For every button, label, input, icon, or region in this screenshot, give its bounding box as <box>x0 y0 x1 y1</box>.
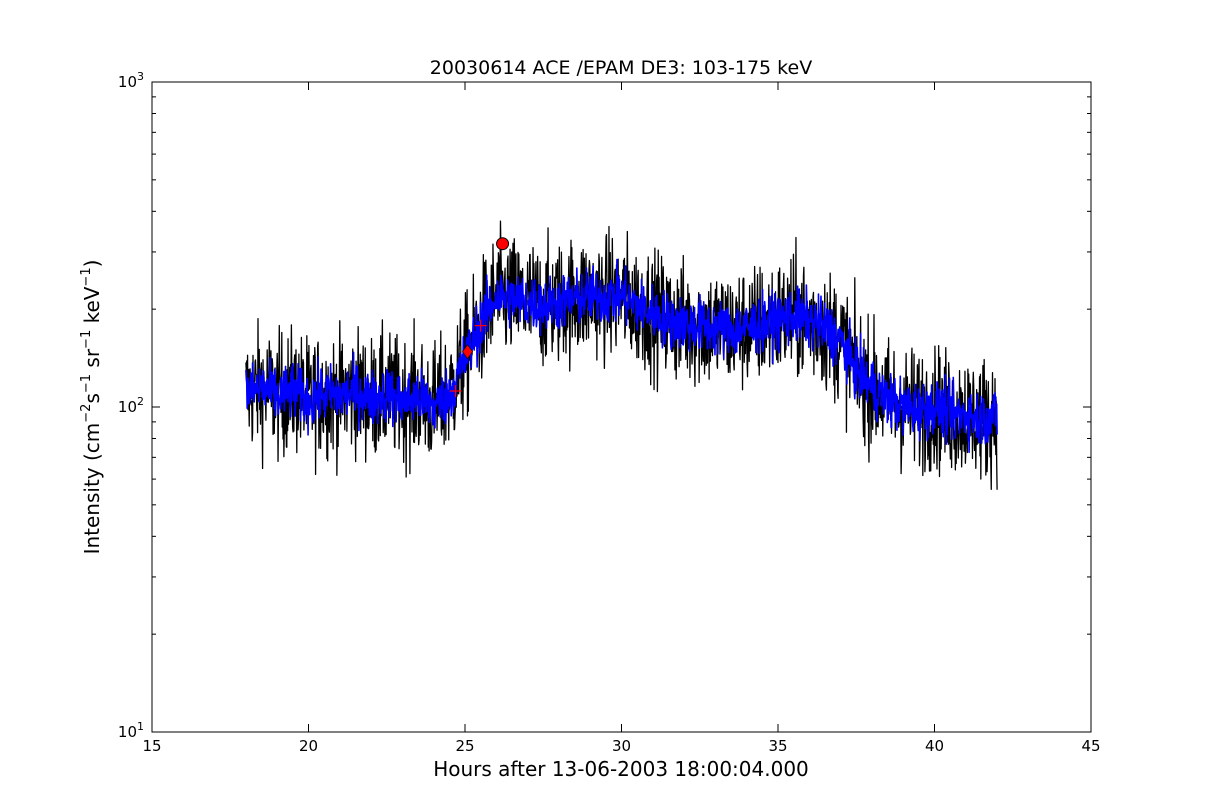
x-tick-label: 30 <box>612 737 631 755</box>
marker-layer <box>449 237 510 398</box>
x-axis: 15 20 25 30 35 40 45 <box>142 82 1101 755</box>
plot-data <box>245 220 998 491</box>
marker-plus-1 <box>449 385 462 398</box>
x-axis-label: Hours after 13-06-2003 18:00:04.000 <box>433 757 809 781</box>
chart-title: 20030614 ACE /EPAM DE3: 103-175 keV <box>430 57 812 79</box>
x-tick-label: 15 <box>142 737 161 755</box>
y-label-exp3: −1 <box>79 330 94 349</box>
x-tick-label: 35 <box>768 737 787 755</box>
y-label-suffix: ) <box>80 260 104 268</box>
x-tick-label: 40 <box>925 737 944 755</box>
y-axis: 101 102 103 <box>118 70 1091 741</box>
y-label-kev: keV <box>80 286 104 330</box>
y-tick-label: 101 <box>118 720 144 741</box>
y-tick-label: 102 <box>118 395 144 416</box>
x-tick-label: 45 <box>1081 737 1100 755</box>
y-tick-label: 103 <box>118 70 144 91</box>
onset-marker-diamond <box>462 344 473 360</box>
y-label-s: s <box>80 393 104 403</box>
y-axis-label: Intensity (cm−2s−1 sr−1 keV−1) <box>79 260 104 555</box>
series-line-2 <box>245 258 998 454</box>
x-tick-label: 25 <box>455 737 474 755</box>
x-tick-label: 20 <box>299 737 318 755</box>
y-label-exp4: −1 <box>79 267 94 286</box>
y-label-exp1: −2 <box>79 404 94 423</box>
y-label-prefix: Intensity (cm <box>80 423 104 555</box>
y-label-exp2: −1 <box>79 374 94 393</box>
marker-plus-2 <box>474 319 487 332</box>
y-label-sr: sr <box>80 348 104 374</box>
peak-marker-circle <box>496 237 510 251</box>
